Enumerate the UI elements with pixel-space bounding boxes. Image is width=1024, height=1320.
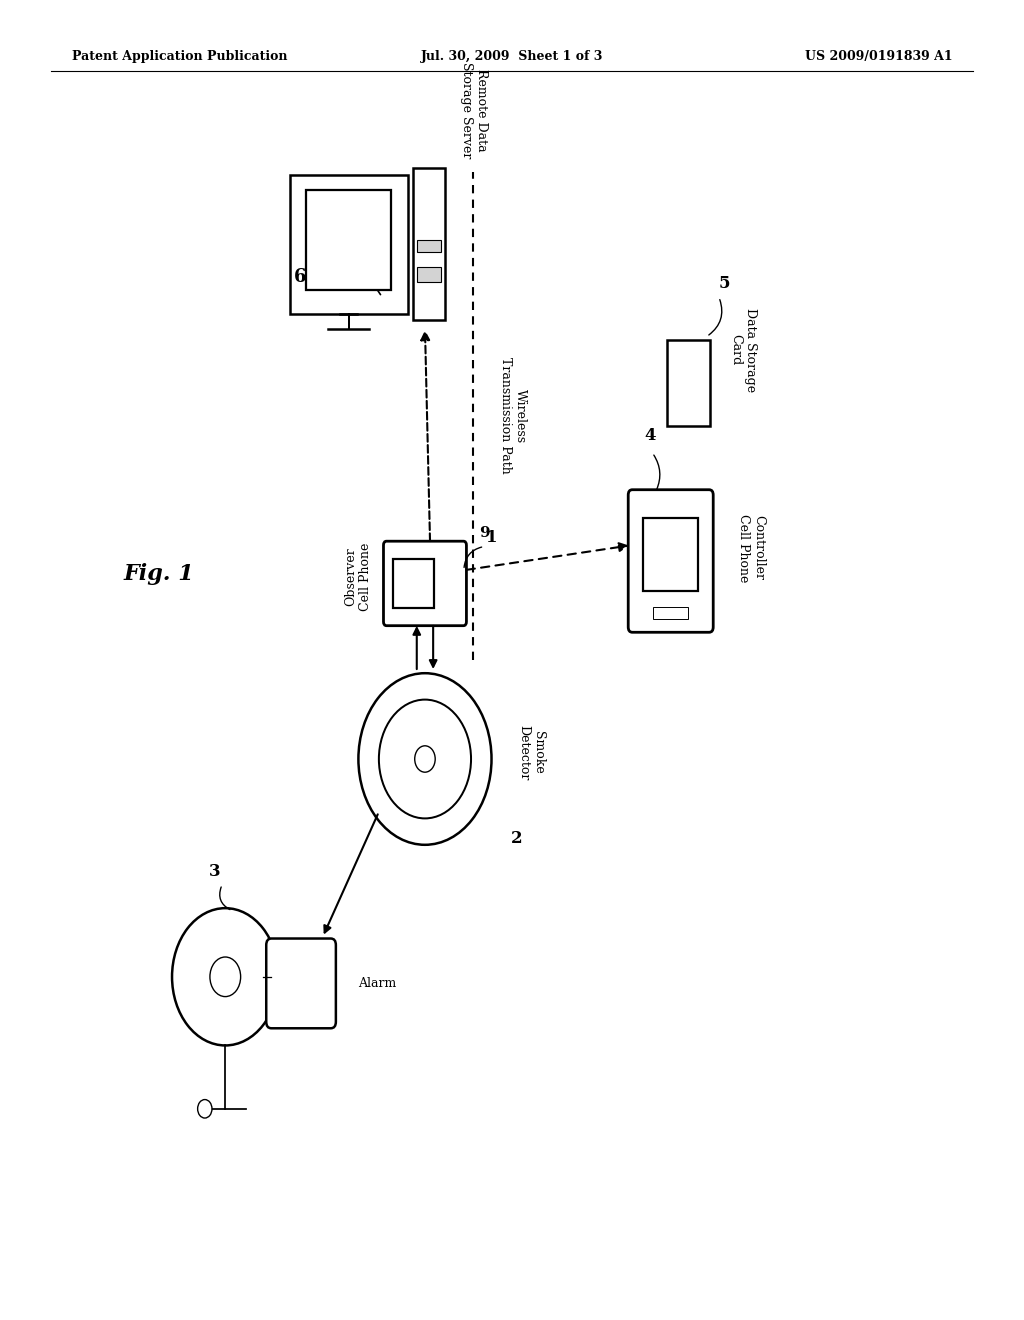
Circle shape bbox=[198, 1100, 212, 1118]
Text: 2: 2 bbox=[511, 830, 523, 846]
Bar bbox=[417, 240, 441, 252]
Text: Fig. 1: Fig. 1 bbox=[123, 564, 195, 585]
Text: 1: 1 bbox=[485, 529, 498, 545]
FancyBboxPatch shape bbox=[383, 541, 467, 626]
Text: 6: 6 bbox=[294, 268, 306, 286]
Text: Patent Application Publication: Patent Application Publication bbox=[72, 50, 287, 62]
Text: Observer
Cell Phone: Observer Cell Phone bbox=[344, 543, 373, 611]
Bar bbox=[417, 267, 441, 282]
Text: Remote Data
Storage Server: Remote Data Storage Server bbox=[460, 62, 488, 158]
Bar bbox=[643, 519, 698, 591]
Circle shape bbox=[379, 700, 471, 818]
Text: 3: 3 bbox=[209, 863, 221, 879]
Text: 4: 4 bbox=[644, 428, 656, 444]
Text: Data Storage
Card: Data Storage Card bbox=[729, 308, 757, 392]
Circle shape bbox=[172, 908, 279, 1045]
Text: 5: 5 bbox=[718, 276, 730, 292]
Bar bbox=[393, 558, 434, 609]
Text: Alarm: Alarm bbox=[358, 977, 396, 990]
Bar bbox=[653, 607, 688, 619]
Bar bbox=[413, 168, 445, 321]
Text: 9: 9 bbox=[479, 527, 489, 540]
Circle shape bbox=[358, 673, 492, 845]
Text: Wireless
Transmission Path: Wireless Transmission Path bbox=[499, 358, 526, 474]
Circle shape bbox=[210, 957, 241, 997]
Bar bbox=[290, 176, 408, 314]
Circle shape bbox=[415, 746, 435, 772]
Text: Smoke
Detector: Smoke Detector bbox=[517, 725, 545, 780]
FancyBboxPatch shape bbox=[629, 490, 713, 632]
Bar bbox=[306, 190, 391, 290]
Text: Jul. 30, 2009  Sheet 1 of 3: Jul. 30, 2009 Sheet 1 of 3 bbox=[421, 50, 603, 62]
Text: Controller
Cell Phone: Controller Cell Phone bbox=[737, 513, 765, 582]
FancyBboxPatch shape bbox=[266, 939, 336, 1028]
Bar bbox=[667, 341, 710, 425]
Text: US 2009/0191839 A1: US 2009/0191839 A1 bbox=[805, 50, 952, 62]
